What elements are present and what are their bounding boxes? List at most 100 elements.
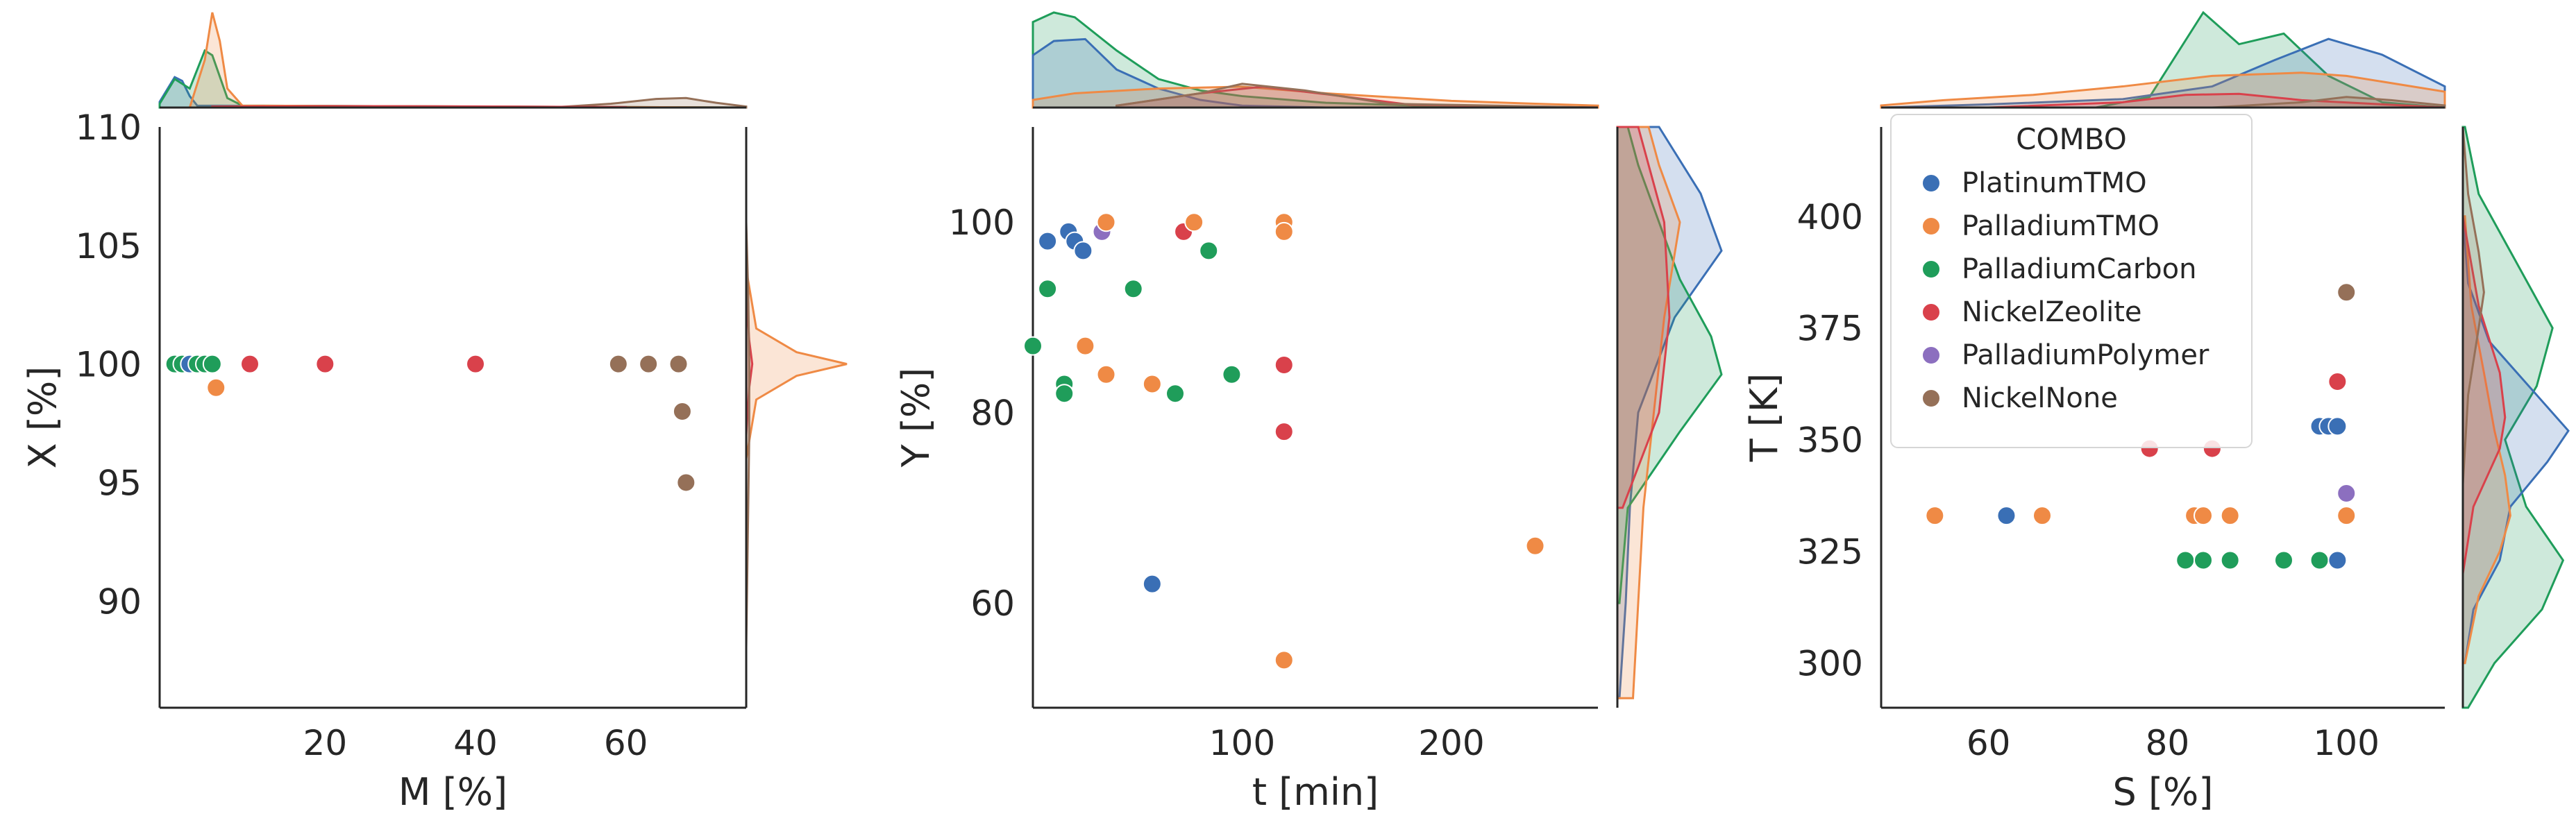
data-point-PalladiumCarbon — [2309, 550, 2330, 570]
scatter-points — [1925, 282, 2357, 570]
data-point-PalladiumTMO — [2337, 506, 2357, 526]
y-tick-label: 375 — [1797, 309, 1863, 349]
data-point-PalladiumCarbon — [1199, 241, 1219, 261]
data-point-NickelNone — [668, 354, 689, 374]
legend-marker-NickelZeolite — [1921, 303, 1941, 322]
legend-marker-PalladiumTMO — [1921, 216, 1941, 236]
data-point-NickelZeolite — [240, 354, 260, 374]
legend-marker-PalladiumPolymer — [1921, 346, 1941, 365]
right-marginal-plot — [2461, 126, 2570, 709]
data-point-PalladiumTMO — [1925, 506, 1945, 526]
data-point-PalladiumTMO — [1525, 536, 1545, 556]
x-axis-label: M [%] — [398, 770, 507, 814]
legend-entry-label: PalladiumPolymer — [1962, 339, 2209, 371]
data-point-NickelNone — [608, 354, 628, 374]
y-tick-label: 110 — [76, 108, 142, 148]
kde-curve-PalladiumTMO — [1880, 71, 2446, 109]
data-point-PalladiumTMO — [1142, 374, 1162, 394]
chart-panel-3: 60 80 100 400 375 350 325 300 S [%] T [K] COMBO Pla… — [1742, 10, 2570, 814]
data-point-NickelNone — [676, 473, 696, 493]
data-point-NickelZeolite — [2327, 371, 2348, 391]
data-point-PalladiumTMO — [2194, 506, 2213, 526]
data-point-PalladiumTMO — [2032, 506, 2052, 526]
legend-marker-PlatinumTMO — [1921, 173, 1941, 193]
data-point-PalladiumTMO — [1184, 212, 1204, 232]
data-point-PalladiumCarbon — [1165, 384, 1186, 404]
data-point-PlatinumTMO — [2327, 550, 2348, 570]
data-point-PalladiumCarbon — [2220, 550, 2240, 570]
right-marginal-plot — [1616, 126, 1723, 708]
data-point-PlatinumTMO — [1038, 231, 1058, 251]
top-marginal-plot — [158, 12, 748, 109]
y-tick-label: 95 — [97, 463, 142, 503]
x-tick-label: 20 — [303, 723, 348, 763]
data-point-NickelNone — [672, 401, 692, 421]
data-point-PalladiumCarbon — [1038, 279, 1058, 299]
legend: COMBO PlatinumTMO PalladiumTMO PalladiumCar… — [1890, 114, 2253, 448]
data-point-PalladiumTMO — [1274, 221, 1294, 241]
kde-curve-NickelZeolite — [2461, 216, 2507, 575]
x-tick-label: 60 — [1967, 723, 2011, 763]
data-point-NickelZeolite — [315, 354, 335, 374]
y-axis-label: T [K] — [1742, 373, 1786, 463]
legend-marker-NickelNone — [1921, 389, 1941, 408]
y-tick-label: 400 — [1797, 197, 1863, 237]
x-tick-label: 200 — [1418, 723, 1484, 763]
data-point-PalladiumCarbon — [1054, 384, 1075, 404]
kde-curve-PalladiumTMO — [188, 12, 747, 109]
x-axis-label: S [%] — [2113, 770, 2214, 814]
chart-panel-1: 20 40 60 110 105 100 95 90 M [%] X [%] — [21, 12, 848, 814]
y-tick-label: 80 — [970, 393, 1015, 434]
legend-entry-label: PalladiumTMO — [1962, 210, 2160, 242]
kde-curve-PalladiumTMO — [2461, 215, 2511, 665]
x-tick-label: 100 — [1209, 723, 1275, 763]
legend-entry-label: PlatinumTMO — [1962, 167, 2147, 199]
x-tick-label: 80 — [2146, 723, 2190, 763]
data-point-NickelZeolite — [1274, 355, 1294, 375]
y-axis-label: Y [%] — [894, 368, 938, 468]
data-point-PalladiumTMO — [1274, 650, 1294, 670]
legend-marker-PalladiumCarbon — [1921, 259, 1941, 279]
data-point-PalladiumTMO — [1096, 364, 1116, 384]
data-point-PalladiumCarbon — [2175, 550, 2196, 570]
data-point-PalladiumCarbon — [2274, 550, 2293, 570]
y-tick-label: 100 — [76, 345, 142, 385]
legend-title: COMBO — [2016, 122, 2127, 156]
kde-curve-PalladiumTMO — [745, 269, 848, 459]
data-point-PalladiumCarbon — [202, 354, 222, 374]
data-point-NickelNone — [639, 354, 659, 374]
legend-entry-label: NickelNone — [1962, 382, 2118, 414]
scatter-points — [1023, 212, 1545, 670]
data-point-PalladiumCarbon — [1123, 279, 1143, 299]
y-tick-label: 350 — [1797, 420, 1863, 461]
legend-entry-label: NickelZeolite — [1962, 296, 2142, 328]
top-marginal-plot — [1032, 11, 1599, 109]
legend-box — [1890, 114, 2253, 448]
y-tick-label: 300 — [1797, 644, 1863, 684]
y-tick-label: 105 — [76, 226, 142, 266]
kde-curve-NickelZeolite — [1616, 126, 1671, 509]
right-marginal-plot — [745, 127, 848, 708]
data-point-PalladiumCarbon — [2194, 550, 2213, 570]
data-point-PalladiumTMO — [1075, 336, 1095, 356]
legend-entry-label: PalladiumCarbon — [1962, 253, 2197, 285]
y-tick-label: 325 — [1797, 532, 1863, 572]
data-point-PalladiumPolymer — [2337, 483, 2357, 503]
y-tick-label: 100 — [949, 203, 1015, 243]
data-point-PlatinumTMO — [2327, 416, 2348, 436]
data-point-PalladiumCarbon — [1023, 336, 1043, 356]
data-point-NickelZeolite — [466, 354, 485, 374]
y-axis-label: X [%] — [21, 366, 65, 469]
data-point-PlatinumTMO — [1073, 241, 1093, 261]
y-tick-label: 90 — [97, 581, 142, 622]
data-point-PlatinumTMO — [1996, 506, 2017, 526]
data-point-PalladiumTMO — [1096, 212, 1116, 232]
data-point-PalladiumTMO — [206, 377, 226, 398]
x-tick-label: 60 — [604, 723, 648, 763]
scatter-points — [165, 354, 696, 493]
y-tick-label: 60 — [970, 584, 1015, 624]
chart-panel-2: 100 200 100 80 60 t [min] Y [%] — [894, 11, 1723, 814]
kde-curve-PalladiumCarbon — [2461, 126, 2565, 709]
x-axis-label: t [min] — [1252, 770, 1379, 814]
